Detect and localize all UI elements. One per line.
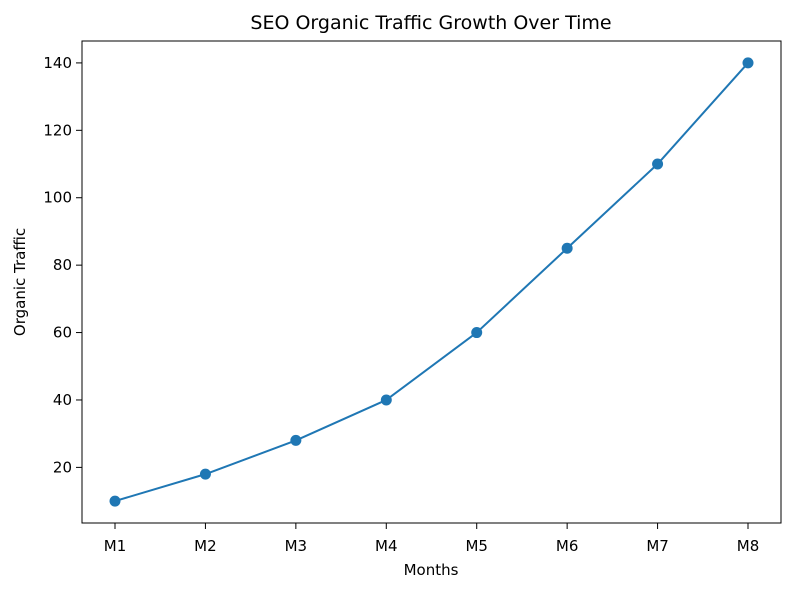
data-point [109, 495, 121, 507]
y-axis-label: Organic Traffic [11, 228, 29, 336]
x-tick-label: M7 [646, 537, 669, 555]
data-point [290, 434, 302, 446]
y-tick-label: 100 [43, 189, 72, 207]
y-tick-label: 140 [43, 54, 72, 72]
series-layer [109, 57, 754, 507]
series-line [114, 62, 749, 503]
data-point [742, 57, 754, 69]
x-axis: M1 M2 M3 M4 M5 M6 M7 M8 [104, 523, 760, 555]
data-point [380, 394, 392, 406]
x-axis-label: Months [404, 561, 459, 579]
y-axis: 20 40 60 80 100 120 140 [43, 54, 82, 476]
y-tick-label: 40 [53, 391, 72, 409]
data-point [199, 468, 211, 480]
x-tick-label: M1 [104, 537, 127, 555]
x-tick-label: M2 [194, 537, 217, 555]
data-point [652, 158, 664, 170]
x-tick-label: M6 [556, 537, 579, 555]
y-tick-label: 120 [43, 121, 72, 139]
data-point [561, 242, 573, 254]
x-tick-label: M8 [737, 537, 760, 555]
plot-area [81, 40, 782, 524]
x-tick-label: M5 [465, 537, 488, 555]
y-tick-label: 80 [53, 256, 72, 274]
chart-title: SEO Organic Traffic Growth Over Time [250, 12, 611, 34]
y-tick-label: 20 [53, 458, 72, 476]
x-tick-label: M4 [375, 537, 398, 555]
y-tick-label: 60 [53, 324, 72, 342]
data-point [471, 327, 483, 339]
x-tick-label: M3 [285, 537, 308, 555]
plot-frame [81, 40, 782, 524]
